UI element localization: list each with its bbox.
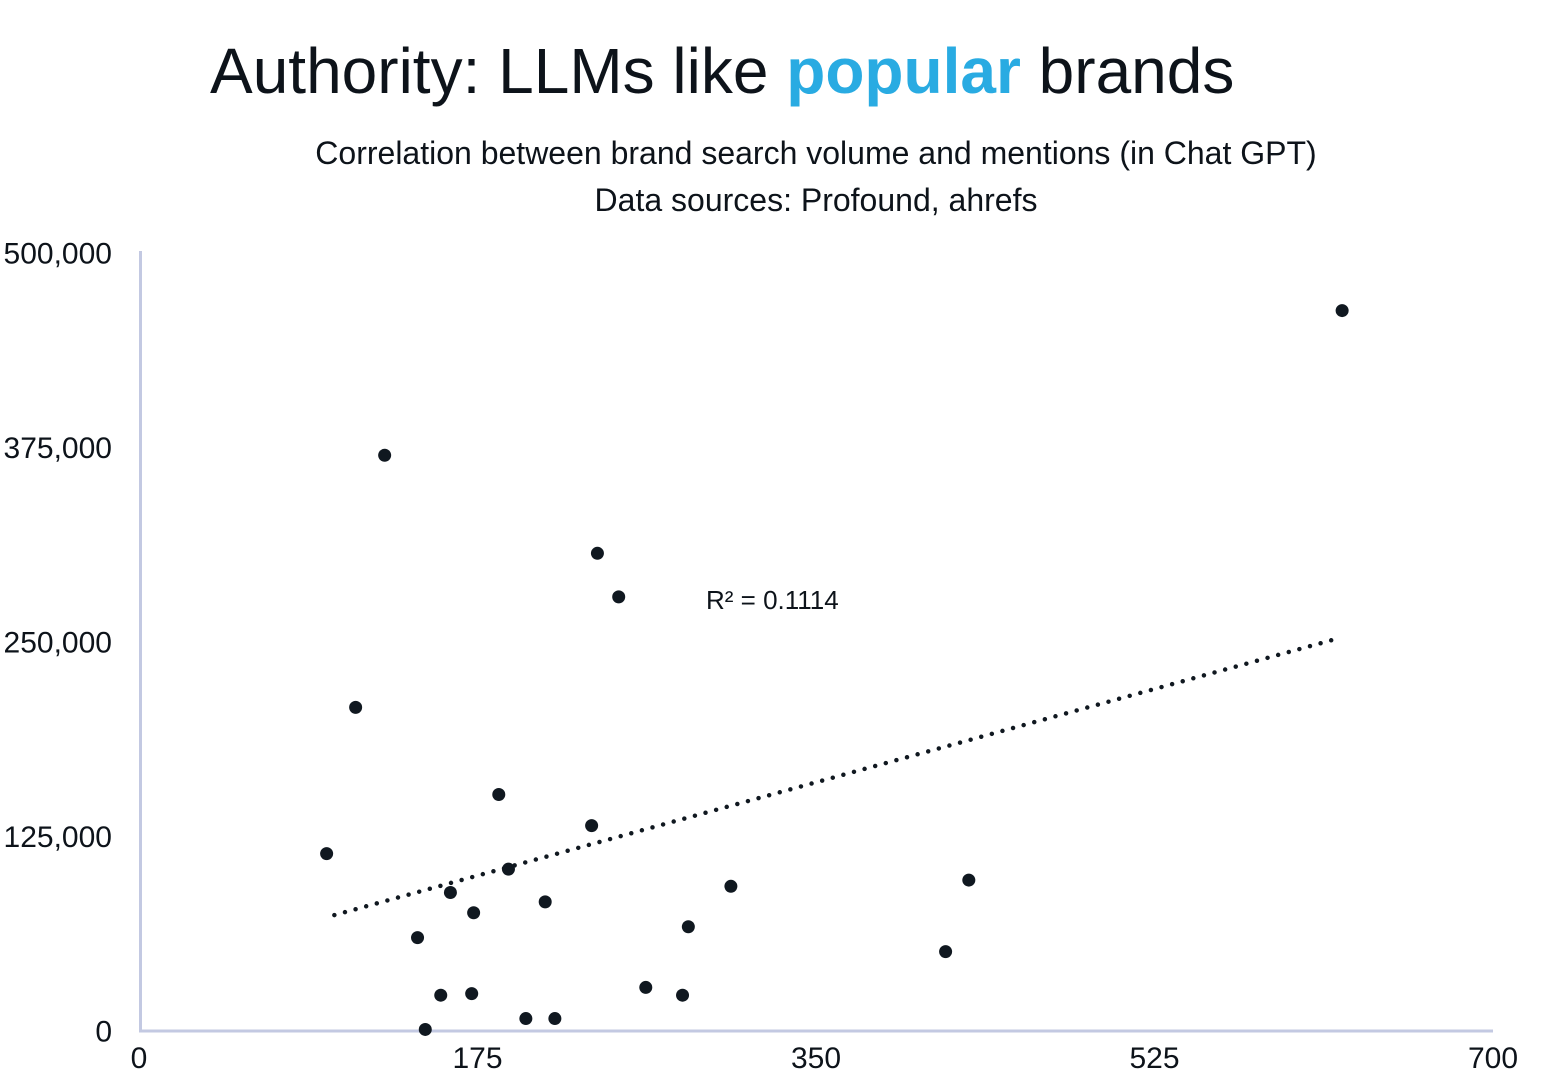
data-point	[681, 920, 695, 934]
x-tick-label-175: 175	[452, 1042, 502, 1075]
data-point	[378, 448, 392, 462]
data-point	[418, 1022, 432, 1036]
x-tick-label-350: 350	[791, 1042, 841, 1075]
data-point	[492, 787, 506, 801]
x-axis-tick-labels: 0 175 350 525 700	[131, 1042, 1518, 1075]
y-tick-label-375000: 375,000	[4, 432, 112, 465]
title-prefix: Authority: LLMs like	[210, 35, 787, 107]
data-point	[612, 590, 626, 604]
y-tick-label-250000: 250,000	[4, 627, 112, 660]
data-point	[538, 895, 552, 909]
scatter-points-group	[320, 304, 1349, 1036]
data-point	[411, 931, 425, 945]
data-point	[548, 1012, 562, 1026]
title-highlight: popular	[786, 35, 1021, 107]
data-point	[724, 879, 738, 893]
trendline-group	[332, 636, 1339, 918]
data-point	[320, 847, 334, 861]
data-point	[585, 819, 599, 833]
x-tick-label-525: 525	[1129, 1042, 1179, 1075]
data-point	[962, 873, 976, 887]
data-point	[467, 906, 481, 920]
data-point	[939, 945, 953, 959]
data-point	[639, 980, 653, 994]
subtitle-line-2: Data sources: Profound, ahrefs	[594, 182, 1038, 218]
data-point	[349, 700, 363, 714]
data-point	[1335, 304, 1349, 318]
x-tick-label-0: 0	[131, 1042, 148, 1075]
data-point	[501, 862, 515, 876]
data-point	[434, 988, 448, 1002]
r-squared-label: R² = 0.1114	[706, 585, 839, 615]
data-point	[519, 1012, 533, 1026]
data-point	[465, 987, 479, 1001]
data-point	[590, 546, 604, 560]
data-point	[443, 886, 457, 900]
y-axis-tick-labels: 500,000 375,000 250,000 125,000 0	[4, 238, 112, 1049]
subtitle-line-1: Correlation between brand search volume …	[315, 135, 1317, 171]
trendline-dotted	[332, 636, 1339, 918]
data-point	[676, 988, 690, 1002]
chart-subtitle: Correlation between brand search volume …	[139, 130, 1493, 224]
y-tick-label-0: 0	[95, 1016, 112, 1049]
page-title: Authority: LLMs like popular brands	[210, 36, 1234, 106]
y-tick-label-125000: 125,000	[4, 821, 112, 854]
x-tick-label-700: 700	[1468, 1042, 1518, 1075]
y-tick-label-500000: 500,000	[4, 238, 112, 271]
title-suffix: brands	[1020, 35, 1235, 107]
